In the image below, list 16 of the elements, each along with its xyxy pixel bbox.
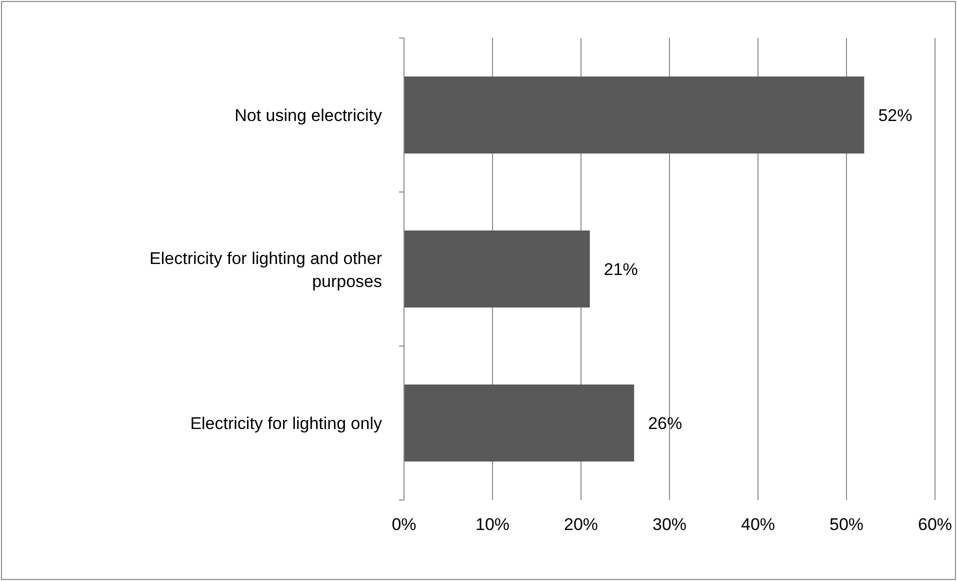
y-tick-label: Not using electricity — [234, 106, 382, 125]
bar — [404, 384, 634, 462]
x-tick-label: 0% — [392, 515, 416, 534]
data-label: 21% — [604, 260, 638, 279]
x-tick-label: 60% — [918, 515, 952, 534]
x-tick-label: 20% — [564, 515, 598, 534]
y-tick-label: Electricity for lighting and other purposes — [150, 249, 382, 291]
data-label: 26% — [648, 414, 682, 433]
x-tick-label: 10% — [475, 515, 510, 534]
bar — [404, 230, 590, 308]
x-tick-label: 50% — [829, 515, 864, 534]
x-tick-label: 40% — [740, 515, 776, 534]
bar — [404, 76, 864, 154]
data-label: 52% — [878, 106, 912, 125]
x-tick-label: 30% — [652, 515, 687, 534]
y-tick-label: Electricity for lighting only — [190, 414, 382, 433]
